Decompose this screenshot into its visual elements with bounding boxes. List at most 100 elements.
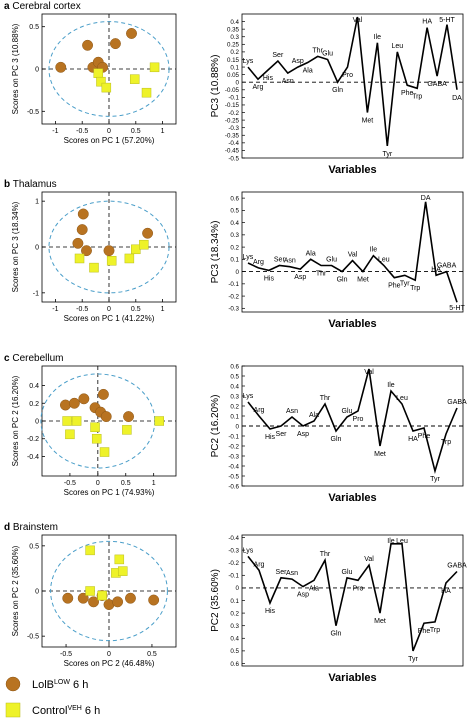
variable-label: Trp [430,627,440,634]
lolb-point [97,388,109,400]
panel-title-text-a: Cerebral cortex [10,1,81,12]
variable-label: His [263,75,274,82]
y-tick-label: 1 [35,199,39,206]
variable-label: Lys [243,254,254,261]
control-point [101,82,112,93]
y-tick-label: 0.4 [230,220,239,227]
control-point [139,239,149,250]
panel-letter-c: c [4,353,10,364]
variable-label: Asn [286,408,298,415]
y-tick-label: 0.2 [230,49,239,56]
y-tick-label: 0.4 [230,636,239,643]
y-tick-label: -0.3 [228,306,239,313]
y-tick-label: -0.15 [225,102,240,109]
variable-label: Val [364,369,374,376]
variable-label: Asn [284,258,296,265]
legend-label: LolBLOW 6 h [32,679,88,691]
lolb-point [123,411,134,423]
y-tick-label: -0.05 [225,87,240,94]
y-tick-label: 0.6 [230,195,239,202]
loadings-line [247,16,458,146]
y-tick-label: -0.4 [27,454,39,461]
y-tick-label: 0.4 [29,383,39,390]
y-axis-label: Scores on PC 3 (10.88%) [11,23,20,114]
plot-frame [241,534,464,667]
y-tick-label: 0 [35,419,39,426]
x-tick-label: 1 [161,306,165,313]
control-point [141,87,152,98]
lolb-point [77,208,89,220]
y-tick-label: 0.2 [230,244,239,251]
x-tick-label: -0.5 [76,128,88,135]
y-tick-label: -0.5 [27,109,39,116]
lolb-point [142,227,154,239]
control-point [74,253,85,264]
lolb-point [81,245,92,257]
y-tick-label: 0.1 [230,64,239,71]
variable-label: Asp [297,592,309,599]
variable-label: Leu [378,256,390,263]
y-tick-label: 0.1 [230,598,239,605]
y-tick-label: 0.05 [227,72,240,79]
x-tick-label: 0.5 [147,651,157,658]
y-tick-label: -0.3 [228,125,239,132]
control-point [62,416,72,426]
y-tick-label: 0.5 [29,543,39,550]
variable-label: Lys [243,393,254,400]
x-axis-label: Scores on PC 2 (46.48%) [64,659,155,668]
y-tick-label: -0.1 [228,573,239,580]
legend-marker-lolb [5,676,21,692]
lolb-point [72,237,84,249]
control-point [97,590,107,601]
variable-label: HA [408,436,418,443]
control-point [89,262,99,273]
variable-label: Trp [410,285,420,292]
variable-label: Val [364,556,374,563]
y-tick-label: -0.1 [228,95,239,102]
scatter-panel-c: c Cerebellum -0.5 0 0.5 1 -0.4 -0.2 0 0.2 0.4 Scor… [4,353,177,497]
lolb-point [68,397,80,409]
panel-letter-d: d [4,522,10,533]
x-tick-label: 0.5 [131,306,141,313]
y-tick-label: 0.5 [230,648,239,655]
loadings-panel-c-loadings: -0.6 -0.5 -0.4 -0.3 -0.2 -0.1 0 0.1 0.2 0.3 0.4 0.5… [210,363,467,504]
variable-label: Arg [253,259,264,266]
y-tick-label: 0.6 [230,363,239,370]
y-tick-label: 0.6 [230,661,239,668]
control-point [106,256,117,266]
x-axis-label: Variables [328,164,376,176]
legend: LolBLOW 6 h ControlVEH 6 h [5,676,100,718]
y-tick-label: -0.4 [228,140,239,147]
y-tick-label: 0 [35,589,39,596]
y-tick-label: -0.2 [27,436,39,443]
variable-label: Phe [418,433,431,440]
x-tick-label: 0 [107,128,111,135]
variable-label: His [265,434,276,441]
y-tick-label: -0.5 [228,155,239,162]
variable-label: Thr [312,47,323,54]
variable-label: Ser [276,569,288,576]
variable-label: Met [374,618,386,625]
variable-label: Ala [306,250,316,257]
variable-label: Leu [391,43,403,50]
control-point [124,253,135,264]
x-tick-label: 0 [107,651,111,658]
variable-label: Glu [342,408,353,415]
variable-label: His [264,275,275,282]
y-tick-label: 0.3 [230,393,239,400]
x-axis-label: Scores on PC 1 (41.22%) [64,314,155,323]
variable-label: Thr [316,270,327,277]
y-tick-label: 0 [236,80,240,87]
loadings-panel-d-loadings: -0.4 -0.3 -0.2 -0.1 0 0.1 0.2 0.3 0.4 0.5 0.6 Varia… [210,534,467,684]
variable-label: Phe [388,283,401,290]
panel-letter-a: a [4,1,10,12]
variable-label: Thr [320,551,331,558]
variable-label: Val [353,17,363,24]
variable-label: Ala [303,68,313,75]
x-tick-label: -1 [52,128,58,135]
loadings-panel-a-loadings: -0.5-0.45-0.4-0.35-0.3-0.25-0.2-0.15-0.1… [210,13,464,176]
variable-label: GABA [447,399,467,406]
y-tick-label: -0.3 [228,547,239,554]
variable-label: Met [362,118,374,125]
y-tick-label: -0.3 [228,453,239,460]
